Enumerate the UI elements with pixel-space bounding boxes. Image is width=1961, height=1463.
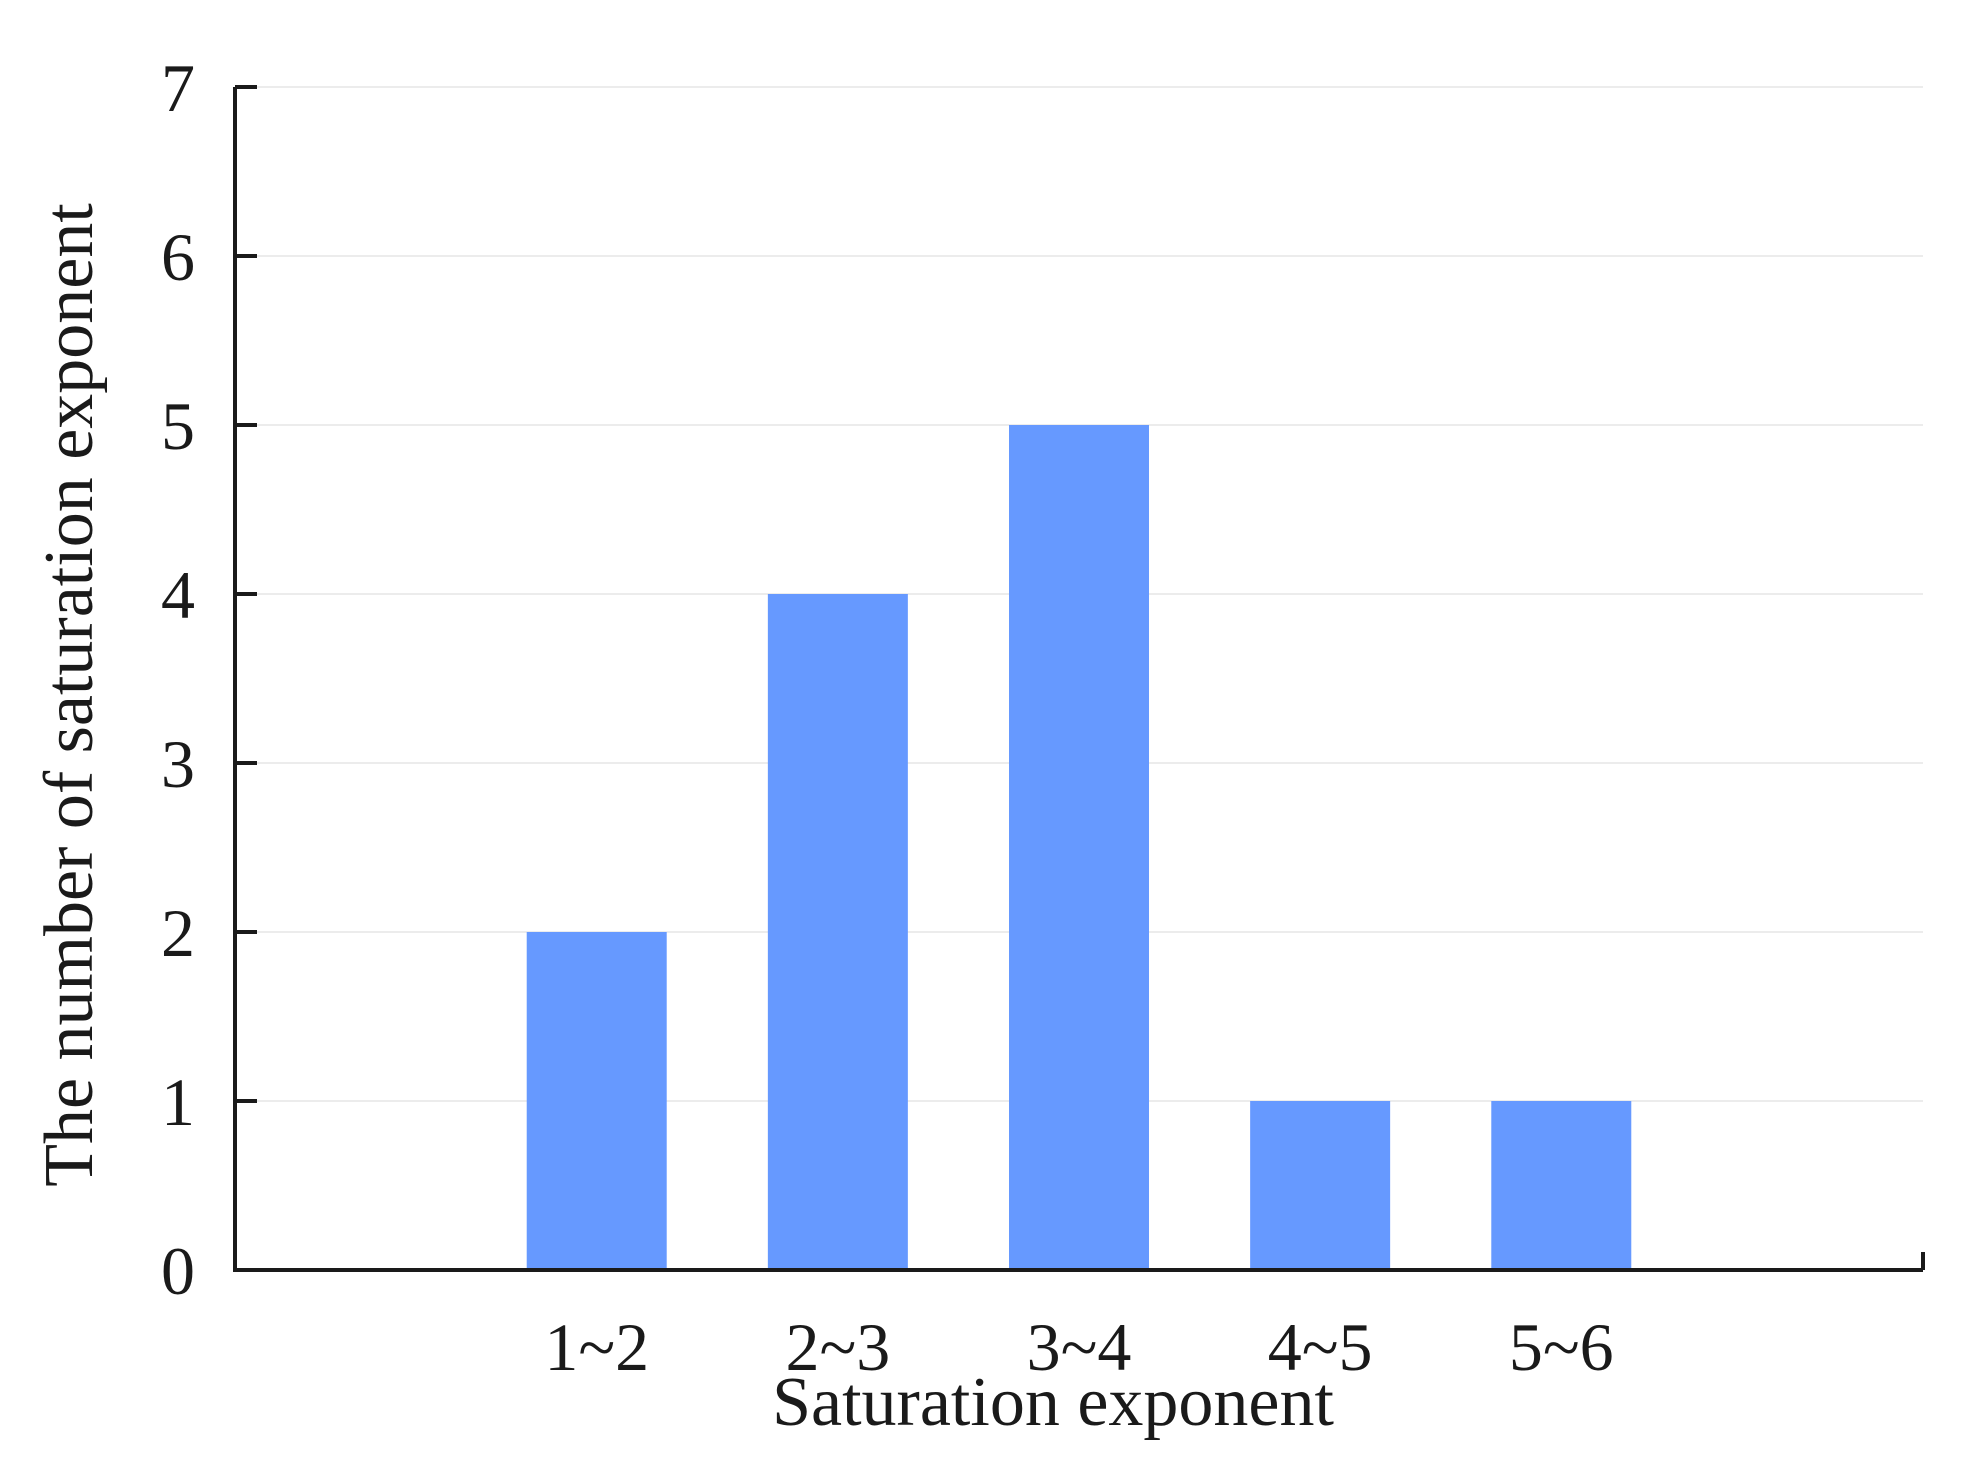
x-tick-label: 5~6 (1509, 1309, 1614, 1385)
y-axis-title: The number of saturation exponent (31, 203, 108, 1187)
x-tick-label: 1~2 (544, 1309, 649, 1385)
x-tick-label: 2~3 (785, 1309, 890, 1385)
bar-1~2 (526, 932, 667, 1270)
y-tick-label: 6 (161, 219, 195, 295)
x-axis-title: Saturation exponent (772, 1364, 1334, 1441)
bar-3~4 (1009, 425, 1149, 1270)
bar-4~5 (1250, 1101, 1391, 1270)
y-tick-label: 2 (161, 895, 195, 971)
bar-5~6 (1491, 1101, 1632, 1270)
bars (526, 425, 1632, 1270)
y-tick-label: 3 (161, 726, 195, 802)
y-tick-label: 1 (161, 1064, 195, 1140)
y-tick-label: 5 (161, 388, 195, 464)
x-tick-label: 3~4 (1027, 1309, 1132, 1385)
y-tick-label: 4 (161, 557, 195, 633)
x-tick-label: 4~5 (1268, 1309, 1373, 1385)
y-tick-label: 7 (161, 50, 195, 126)
x-tick-labels: 1~2 2~3 3~4 4~5 5~6 (544, 1309, 1613, 1385)
bar-2~3 (767, 594, 908, 1270)
axes (233, 85, 1925, 1272)
y-tick-labels: 0 1 2 3 4 5 6 7 (161, 50, 195, 1309)
y-tick-label: 0 (161, 1233, 195, 1309)
